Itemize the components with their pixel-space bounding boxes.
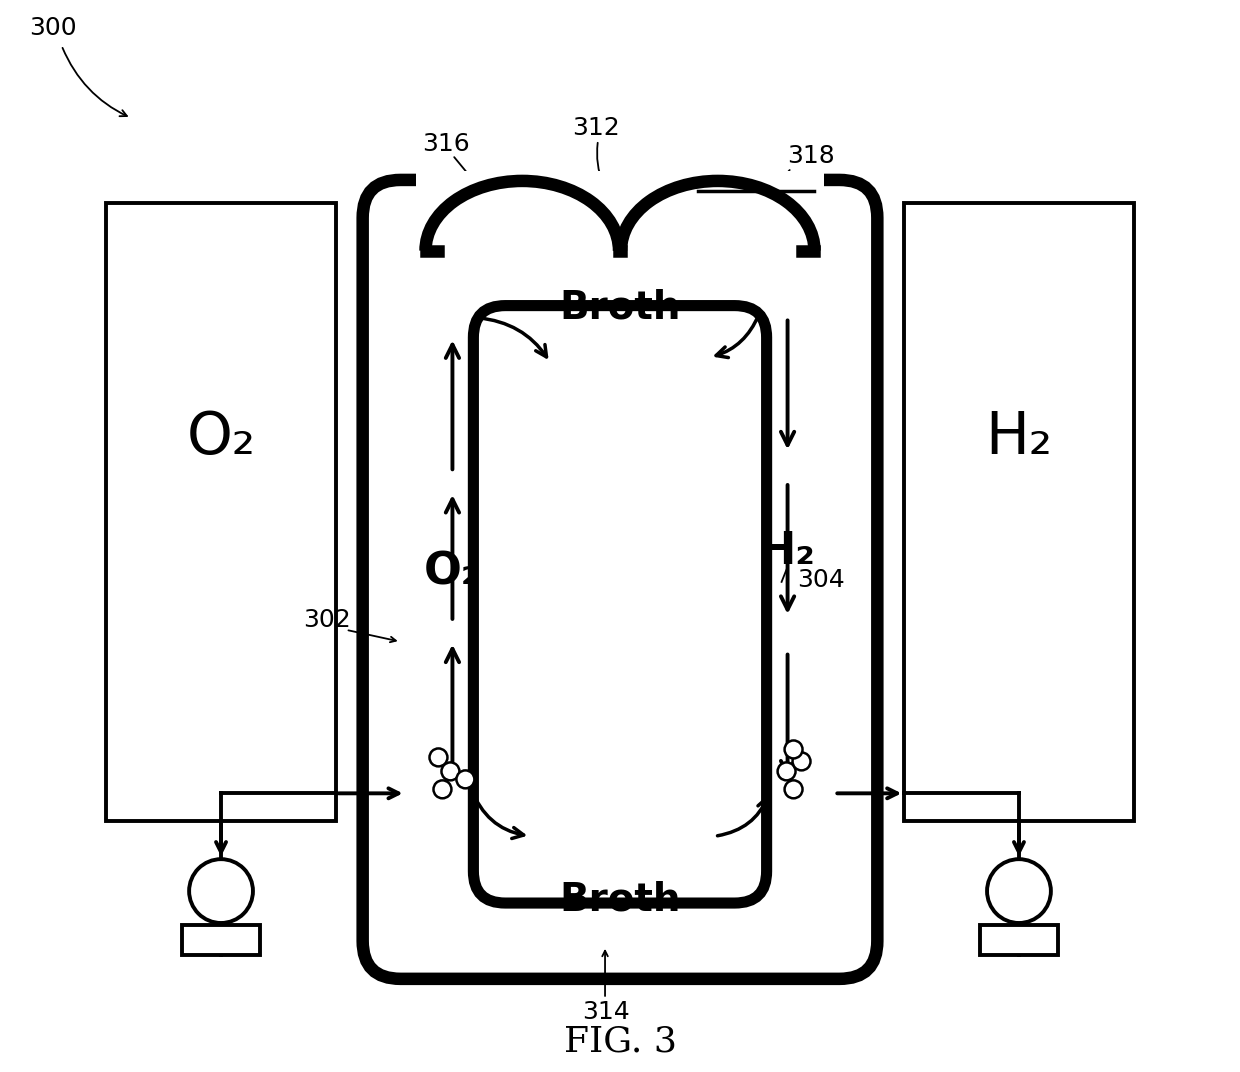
Circle shape [429, 748, 448, 766]
Text: O₂: O₂ [186, 410, 255, 466]
Circle shape [190, 859, 253, 923]
Bar [182, 925, 260, 955]
Text: 300: 300 [30, 16, 77, 41]
Circle shape [785, 780, 802, 799]
Text: O₂: O₂ [424, 550, 481, 594]
Circle shape [777, 762, 796, 780]
Text: 314: 314 [582, 1000, 630, 1024]
Bar [107, 203, 336, 821]
Text: 304: 304 [797, 568, 846, 592]
FancyBboxPatch shape [474, 306, 766, 903]
FancyBboxPatch shape [362, 180, 878, 979]
Text: H₂: H₂ [759, 531, 816, 574]
Text: 302: 302 [303, 608, 351, 631]
Bar [904, 203, 1133, 821]
Text: 316: 316 [423, 132, 470, 157]
Text: 312: 312 [572, 116, 620, 140]
Text: 318: 318 [787, 144, 836, 168]
Circle shape [441, 762, 459, 780]
Circle shape [792, 753, 811, 771]
Circle shape [434, 780, 451, 799]
Text: Broth: Broth [559, 880, 681, 918]
Text: FIG. 3: FIG. 3 [563, 1025, 677, 1059]
Circle shape [785, 741, 802, 758]
Circle shape [987, 859, 1050, 923]
Bar [415, 170, 825, 256]
Text: Broth: Broth [559, 288, 681, 327]
Bar [980, 925, 1058, 955]
Text: H₂: H₂ [986, 410, 1053, 466]
Circle shape [456, 771, 475, 788]
